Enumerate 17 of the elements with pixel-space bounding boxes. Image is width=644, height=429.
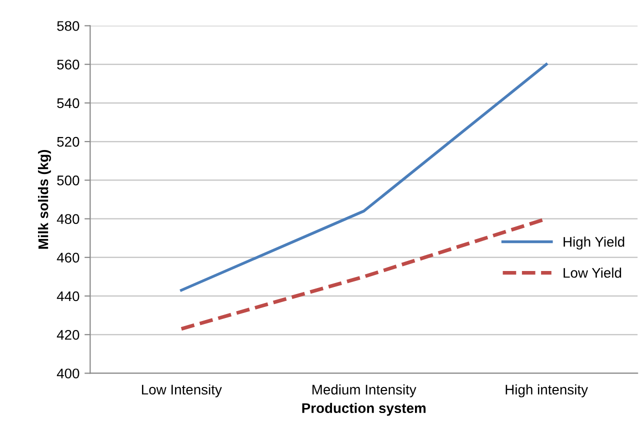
y-tick-label: 560	[57, 60, 80, 70]
x-tick-label: High intensity	[506, 384, 588, 398]
legend-label: Low Yield	[564, 268, 622, 278]
y-tick-label: 420	[56, 330, 80, 340]
y-tick-label: 400	[56, 368, 80, 378]
x-axis-title: Production system	[302, 402, 426, 416]
x-tick-label: Low Intensity	[142, 384, 222, 398]
y-tick-label: 500	[57, 176, 80, 186]
x-tick-label: Medium Intensity	[312, 384, 416, 398]
y-tick-label: 540	[57, 98, 80, 108]
legend-label: High Yield	[564, 236, 624, 250]
y-axis-title: Milk solids (kg)	[38, 150, 52, 249]
y-tick-label: 480	[56, 214, 80, 224]
y-tick-label: 460	[56, 252, 80, 263]
y-tick-label: 520	[57, 136, 80, 147]
y-tick-label: 440	[56, 291, 80, 302]
y-tick-label: 580	[57, 21, 80, 31]
